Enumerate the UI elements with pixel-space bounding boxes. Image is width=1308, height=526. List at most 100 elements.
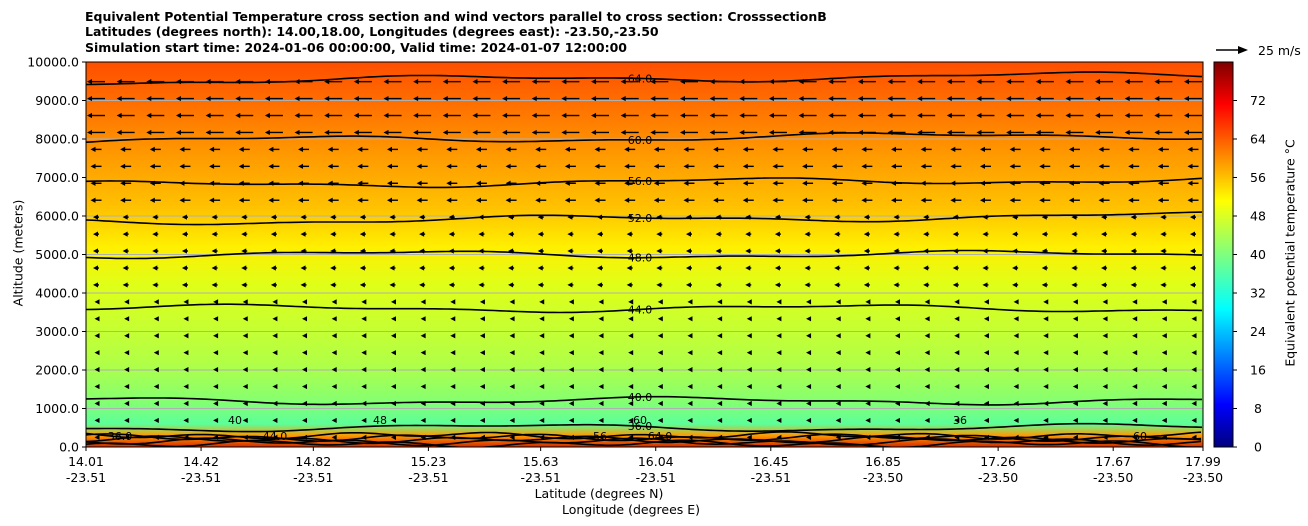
wind-vector-head [1006,129,1012,136]
wind-vector-head [331,383,337,390]
wind-vector-head [209,163,215,169]
wind-vector-head [828,79,834,85]
wind-vector-head [865,299,871,305]
wind-vector-head [472,95,478,102]
wind-vector-head [450,367,456,373]
wind-vector-head [1124,129,1130,136]
wind-vector-head [183,383,189,390]
contour-label: 36.0 [628,420,653,433]
wind-vector-head [446,146,452,152]
wind-vector-head [742,197,748,203]
wind-vector-head [952,248,958,254]
wind-vector-head [361,400,367,407]
wind-vector-head [122,282,128,288]
wind-vector-head [302,417,308,424]
wind-vector-head [1072,350,1078,356]
colorbar-label-text: Equivalent potential temperature °C [1282,139,1298,367]
wind-vector-head [242,350,248,356]
contour-labels: 64.0 60.0 56.0 52.0 48.0 44.0 40.0 36.0 36.0 40 44… [108,72,1147,443]
wind-vector-head [1191,400,1197,407]
contour-label: 48.0 [628,252,653,265]
wind-vector-head [828,129,834,136]
wind-vector-head [564,146,570,152]
colorbar-tick-label: 24 [1250,324,1266,339]
wind-vector-head [1068,163,1074,169]
wind-vector-head [87,95,92,102]
wind-vector-head [509,333,515,339]
wind-vector-head [746,299,752,305]
wind-vector-head [1012,265,1018,271]
wind-vector-head [390,299,396,305]
wind-vector-head [272,316,278,322]
wind-vector-head [448,248,454,254]
colorbar-tick-label: 8 [1254,401,1262,416]
wind-vector-head [863,282,869,288]
wind-vector-head [531,112,537,119]
x-tick-latitude: 16.45 [753,454,789,469]
wind-vector-head [183,333,189,339]
wind-vector-head [982,265,988,271]
wind-vector-head [324,112,330,119]
wind-vector-head [450,417,456,424]
wind-vector-head [242,400,248,407]
x-tick-latitude: 15.23 [410,454,446,469]
wind-vector-head [954,316,960,322]
wind-vector-head [1009,197,1015,203]
wind-vector-head [628,333,634,339]
wind-vector-head [920,197,926,203]
wind-vector-head [834,248,840,254]
colorbar-tick-label: 56 [1250,170,1266,185]
wind-vector-head [149,180,155,186]
wind-vector-head [1160,231,1166,237]
wind-vector-head [831,180,837,186]
wind-vector-head [1012,248,1018,254]
wind-vector-head [567,214,573,220]
wind-vector-head [620,112,626,119]
wind-vector-head [1187,163,1193,169]
wind-vector-head [893,265,899,271]
wind-vector-head [509,316,515,322]
wind-vector-head [242,367,248,373]
wind-vector-head [952,282,958,288]
wind-vector-head [539,417,545,424]
wind-vector-head [624,146,630,152]
wind-vector-head [238,163,244,169]
wind-vector-head [683,163,689,169]
wind-vector-head [298,197,304,203]
y-tick-label: 4000.0 [35,286,79,301]
wind-vector-head [742,180,748,186]
wind-vector-head [213,367,219,373]
wind-vector-head [1130,248,1136,254]
wind-vector-head [146,129,152,136]
wind-vector-head [419,248,425,254]
wind-vector-head [687,434,693,440]
wind-vector-head [717,316,723,322]
wind-vector-head [1072,316,1078,322]
wind-vector-head [806,434,812,440]
wind-vector-head [1043,299,1049,305]
wind-vector-head [149,146,155,152]
wind-vector-head [1013,316,1019,322]
wind-vector-head [620,129,626,136]
wind-vector-head [1187,146,1193,152]
wind-vector-head [1072,299,1078,305]
wind-vector-head [685,214,691,220]
wind-vector-head [389,231,395,237]
wind-vector-head [1072,400,1078,407]
wind-vector-head [1012,214,1018,220]
wind-vector-head [626,231,632,237]
wind-vector-head [390,383,396,390]
wind-vector-head [502,79,508,85]
reference-vector-label: 25 m/s [1258,43,1301,58]
wind-vector-head [923,265,929,271]
wind-vector-head [768,112,774,119]
wind-vector-head [1098,163,1104,169]
wind-vector-head [353,129,359,136]
wind-vector-head [568,417,574,424]
wind-vector-head [1102,350,1108,356]
wind-vector-head [383,129,389,136]
wind-vector-head [420,417,426,424]
wind-vector-head [1068,180,1074,186]
wind-vector-head [624,163,630,169]
wind-vector-head [505,197,511,203]
